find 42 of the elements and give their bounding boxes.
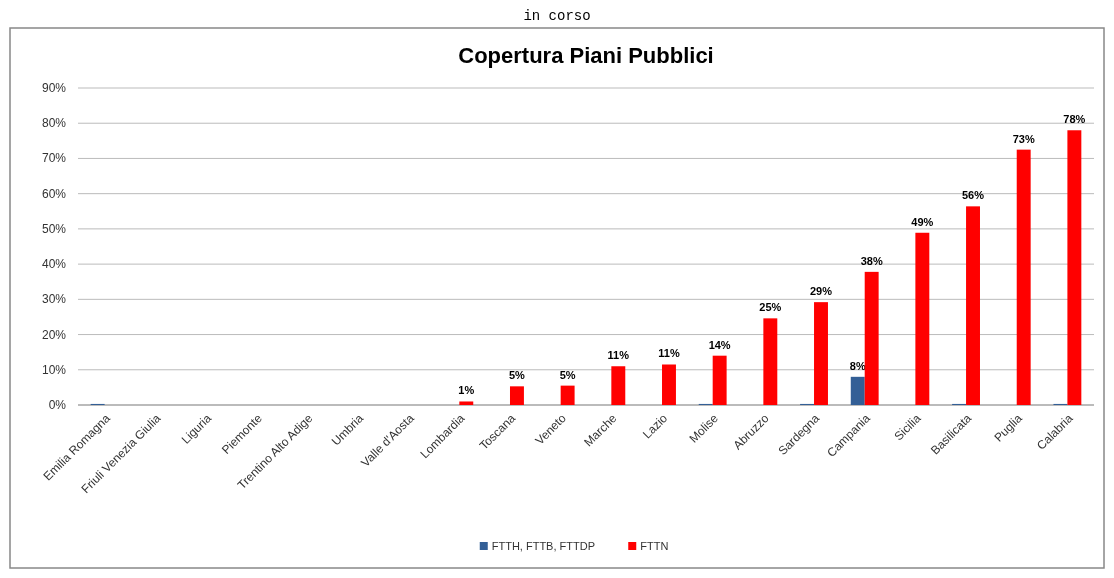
bar: [850, 376, 865, 405]
data-label: 5%: [509, 369, 526, 382]
data-label: 1%: [458, 384, 475, 397]
y-tick-label: 50%: [41, 221, 67, 236]
bar: [712, 355, 727, 405]
data-label: 78%: [1063, 113, 1086, 126]
y-tick-label: 10%: [41, 362, 67, 377]
bar: [509, 386, 524, 405]
bar: [763, 318, 778, 405]
data-label: 8%: [849, 359, 866, 372]
y-tick-label: 60%: [41, 186, 67, 201]
bar: [814, 302, 828, 405]
legend-label: FTTN: [640, 540, 669, 552]
bar: [1016, 149, 1031, 405]
legend-label: FTTH, FTTB, FTTDP: [491, 540, 596, 552]
bar: [864, 271, 879, 405]
data-label: 11%: [607, 349, 630, 362]
y-tick-label: 90%: [41, 81, 67, 95]
y-tick-label: 70%: [41, 151, 67, 166]
bar: [1067, 130, 1082, 405]
data-label: 5%: [559, 368, 576, 381]
chart-title: Copertura Piani Pubblici: [458, 43, 714, 68]
y-tick-label: 30%: [41, 292, 67, 307]
y-tick-label: 40%: [41, 257, 67, 272]
data-label: 73%: [1012, 132, 1035, 145]
bar: [611, 366, 626, 405]
text: in corso: [523, 8, 591, 24]
bar: [966, 206, 980, 405]
data-label: 38%: [860, 254, 883, 267]
y-tick-label: 80%: [41, 116, 67, 131]
bar: [459, 401, 474, 405]
data-label: 49%: [911, 215, 934, 228]
bar: [915, 232, 930, 405]
data-label: 56%: [962, 189, 985, 202]
data-label: 29%: [809, 285, 833, 298]
data-label: 11%: [658, 347, 680, 360]
y-tick-label: 20%: [41, 327, 67, 342]
data-label: 14%: [708, 338, 731, 351]
y-tick-label: 0%: [48, 398, 67, 412]
data-label: 25%: [759, 301, 782, 314]
bar: [662, 364, 676, 405]
bar: [560, 385, 575, 405]
